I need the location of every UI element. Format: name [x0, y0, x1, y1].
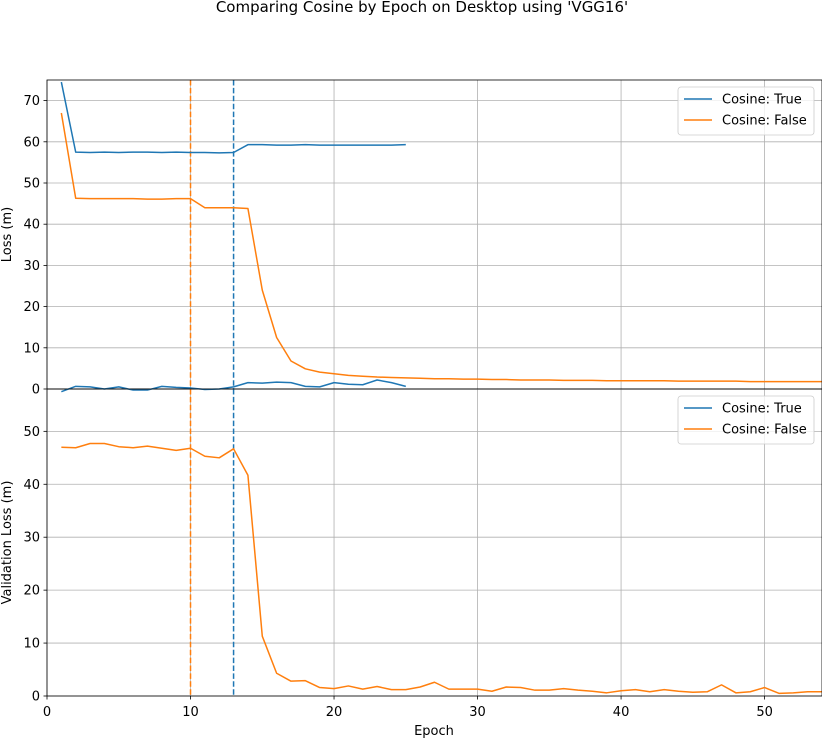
- series-line-cosine-false: [60, 112, 822, 383]
- y-tick-label: 20: [23, 300, 40, 315]
- chart-title: Comparing Cosine by Epoch on Desktop usi…: [216, 0, 628, 16]
- y-tick-label: 0: [32, 690, 40, 705]
- legend: Cosine: True Cosine: False: [677, 86, 815, 136]
- x-tick-label: 20: [326, 705, 343, 720]
- y-tick-label: 50: [23, 425, 40, 440]
- plot-frame: [46, 388, 822, 697]
- x-tick-label: 0: [43, 705, 51, 720]
- y-tick-label: 10: [23, 637, 40, 652]
- series-line-cosine-false: [61, 442, 822, 695]
- y-tick-label: 50: [23, 177, 40, 192]
- y-tick-label: 10: [23, 341, 40, 356]
- y-tick-label: 40: [23, 478, 40, 493]
- legend-label: Cosine: True: [722, 93, 802, 108]
- y-tick-label: 60: [23, 135, 40, 150]
- legend-label: Cosine: True: [722, 402, 802, 417]
- y-tick-label: 30: [23, 259, 40, 274]
- x-tick-label: 50: [756, 705, 773, 720]
- x-axis-label: Epoch: [414, 724, 454, 739]
- x-tick-label: 40: [613, 705, 630, 720]
- y-tick-label: 0: [32, 383, 40, 398]
- y-tick-label: 70: [23, 94, 40, 109]
- legend-label: Cosine: False: [722, 114, 807, 129]
- series-line-cosine-true: [60, 81, 406, 154]
- legend: Cosine: True Cosine: False: [677, 395, 815, 445]
- y-tick-label: 20: [23, 584, 40, 599]
- panel-2: 0 10 20 30 40 50 Validation Loss (m) Cosine: Tr…: [0, 379, 822, 705]
- x-tick-label: 10: [182, 705, 199, 720]
- y-tick-label: 30: [23, 531, 40, 546]
- y-axis-label: Loss (m): [0, 207, 15, 262]
- x-tick-label: 30: [469, 705, 486, 720]
- y-axis-label: Validation Loss (m): [0, 481, 15, 605]
- x-axis: 0 10 20 30 40 50: [43, 696, 773, 720]
- series-line-cosine-true: [61, 379, 406, 393]
- y-tick-label: 40: [23, 218, 40, 233]
- legend-label: Cosine: False: [722, 423, 807, 438]
